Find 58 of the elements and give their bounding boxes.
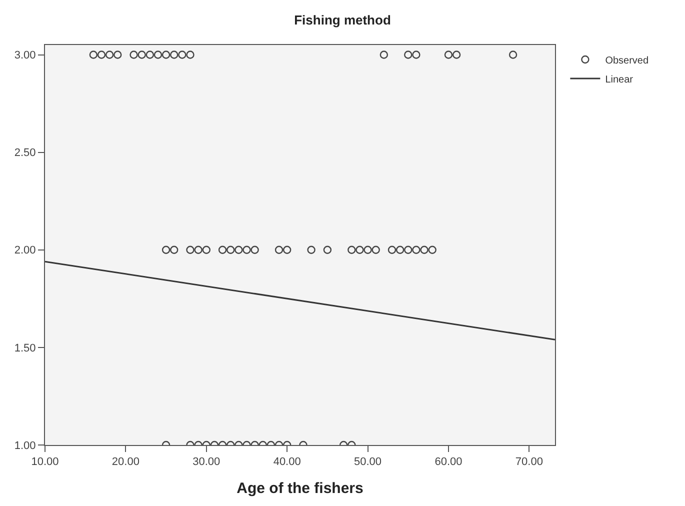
- point: [162, 50, 170, 59]
- point: [202, 246, 210, 254]
- y-tick-label: 1.00: [14, 440, 36, 452]
- point: [356, 246, 364, 254]
- point: [323, 246, 332, 254]
- x-tick-label: 70.00: [515, 456, 543, 468]
- point: [218, 246, 227, 254]
- point: [234, 246, 243, 254]
- point: [444, 50, 453, 59]
- legend-label: Linear: [605, 74, 634, 86]
- x-tick-label: 40.00: [273, 456, 301, 468]
- point: [372, 246, 380, 254]
- point: [138, 50, 146, 59]
- point: [97, 50, 106, 59]
- point: [89, 50, 98, 59]
- point: [380, 50, 388, 59]
- point: [508, 50, 518, 59]
- point: [412, 246, 420, 254]
- point: [114, 50, 122, 59]
- point: [178, 50, 186, 59]
- point: [170, 246, 178, 254]
- point: [428, 246, 436, 254]
- point: [186, 50, 194, 59]
- x-tick-label: 60.00: [434, 456, 462, 468]
- point: [364, 246, 372, 254]
- point: [452, 50, 461, 59]
- point: [404, 246, 412, 254]
- point: [242, 246, 251, 254]
- point: [348, 246, 356, 254]
- point: [162, 246, 170, 254]
- point: [396, 246, 404, 254]
- y-tick-label: 2.00: [14, 244, 36, 257]
- point: [170, 50, 178, 59]
- point: [130, 50, 138, 59]
- point: [282, 246, 292, 254]
- point: [226, 246, 235, 254]
- point: [420, 246, 428, 254]
- point: [105, 50, 114, 59]
- y-tick-label: 1.50: [14, 342, 36, 354]
- point: [154, 50, 162, 59]
- legend-label: Observed: [605, 55, 649, 66]
- point: [404, 50, 412, 59]
- point: [307, 246, 316, 254]
- x-tick-label: 50.00: [354, 456, 382, 468]
- x-tick-label: 10.00: [31, 456, 59, 468]
- point: [194, 246, 202, 254]
- y-tick-label: 3.00: [14, 50, 36, 62]
- y-tick-label: 2.50: [14, 147, 36, 160]
- x-tick-label: 30.00: [192, 456, 220, 468]
- point: [412, 50, 420, 59]
- x-tick-label: 20.00: [112, 456, 140, 468]
- chart-title: Fishing method: [294, 12, 391, 28]
- point: [388, 246, 396, 254]
- point: [186, 246, 194, 254]
- x-axis-title: Age of the fishers: [236, 480, 364, 498]
- point: [146, 50, 154, 59]
- point: [274, 246, 284, 254]
- point: [250, 246, 259, 254]
